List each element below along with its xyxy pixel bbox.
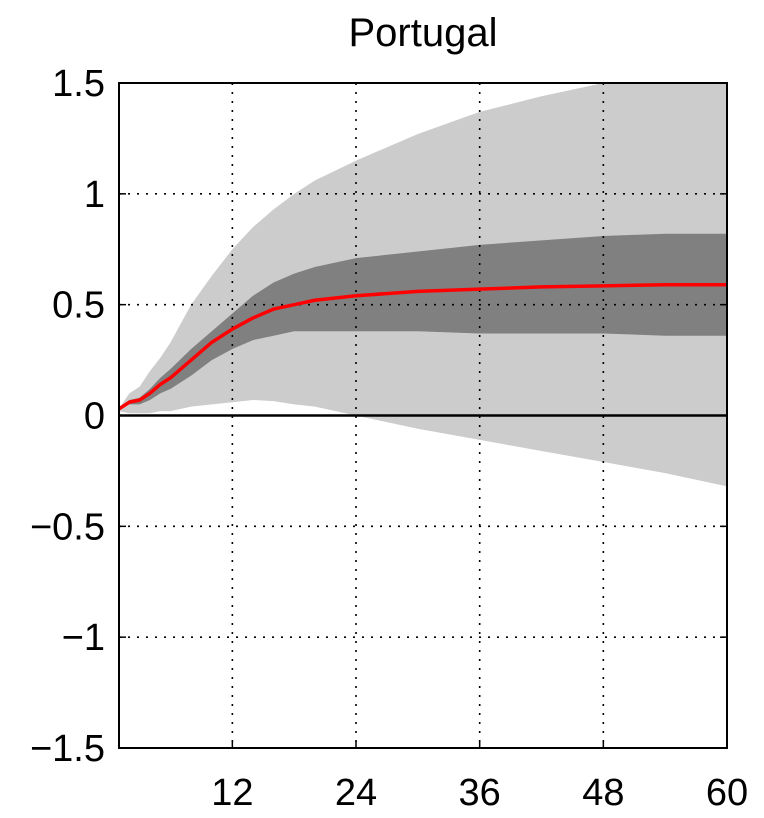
x-tick-label: 48 [582, 772, 624, 814]
y-tick-label: 1 [84, 174, 105, 216]
y-tick-label: 0.5 [52, 285, 105, 327]
median-response-line [119, 282, 727, 411]
y-tick-label: −1 [62, 617, 105, 659]
y-tick-label: 1.5 [52, 63, 105, 105]
y-tick-label: −0.5 [30, 506, 105, 548]
chart-title: Portugal [349, 11, 498, 55]
inner-confidence-band [119, 233, 727, 409]
y-tick-label: −1.5 [30, 728, 105, 770]
y-tick-label: 0 [84, 396, 105, 438]
plot-area [118, 82, 728, 749]
x-tick-label: 24 [335, 772, 377, 814]
x-tick-label: 60 [706, 772, 748, 814]
x-tick-label: 36 [459, 772, 501, 814]
x-tick-label: 12 [211, 772, 253, 814]
